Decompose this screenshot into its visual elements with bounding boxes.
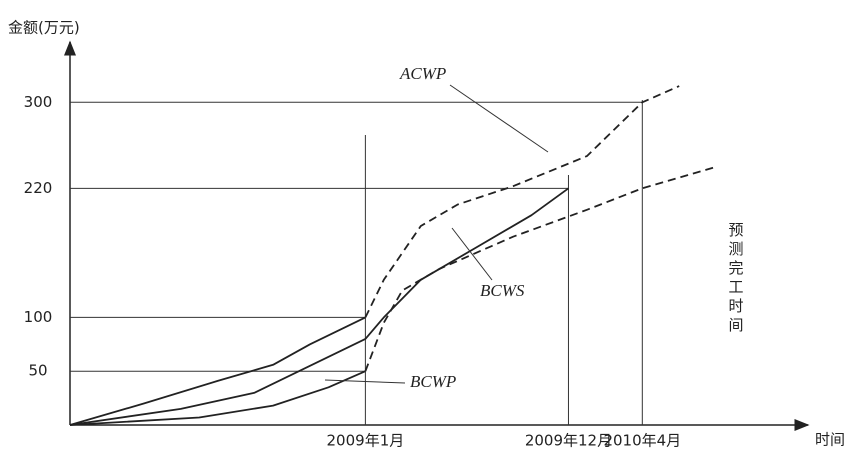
x-tick-label: 2009年1月: [327, 432, 405, 450]
y-tick-label: 50: [28, 362, 47, 380]
x-tick-label: 2010年4月: [603, 432, 681, 450]
series-line: [69, 187, 570, 426]
y-tick-label: 300: [24, 93, 53, 111]
series-label: BCWP: [410, 372, 456, 391]
series-label: ACWP: [399, 64, 446, 83]
series-line: [364, 165, 717, 372]
x-axis-label: 时间: [815, 431, 845, 449]
series-line: [69, 370, 366, 426]
leader-line: [451, 227, 493, 281]
leader-line: [449, 84, 549, 153]
y-tick-label: 220: [24, 179, 53, 197]
annotation: 预测完工时间: [727, 222, 745, 336]
series-label: BCWS: [480, 281, 525, 300]
leader-line: [324, 379, 406, 384]
series-line: [364, 85, 680, 318]
y-tick-label: 100: [24, 308, 53, 326]
series-line: [69, 316, 366, 426]
y-axis-label: 金额(万元): [8, 19, 80, 37]
x-tick-label: 2009年12月: [525, 432, 612, 450]
